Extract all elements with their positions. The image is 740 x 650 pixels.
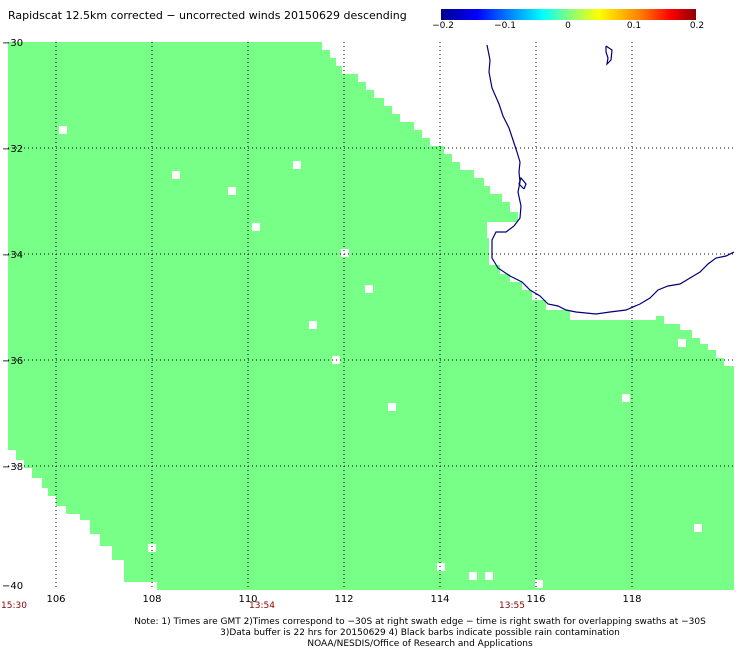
colorbar-tick: −0.1: [494, 21, 516, 31]
colorbar-tick: 0.2: [689, 21, 705, 31]
lon-label: 106: [46, 594, 65, 605]
graticule: [8, 42, 734, 590]
chart-title: Rapidscat 12.5km corrected − uncorrected…: [8, 9, 407, 22]
coastline: [486, 44, 735, 315]
lat-label: −30: [2, 38, 23, 49]
note-line: Note: 1) Times are GMT 2)Times correspon…: [134, 617, 706, 627]
lon-label: 108: [142, 594, 161, 605]
lat-label: −38: [2, 462, 23, 473]
colorbar-tick: 0: [565, 21, 571, 31]
lat-label: −36: [2, 356, 23, 367]
colorbar-tick: 0.1: [626, 21, 642, 31]
lat-label: −34: [2, 250, 23, 261]
lon-label: 118: [622, 594, 641, 605]
swath-time: 13:55: [499, 601, 525, 611]
lat-label: −32: [2, 144, 23, 155]
swath-time: 15:30: [1, 601, 27, 611]
swath-time: 13:54: [249, 601, 275, 611]
wind-swath: [8, 42, 734, 590]
lon-label: 110: [238, 594, 257, 605]
lat-label: −40: [2, 581, 23, 592]
lon-label: 112: [334, 594, 353, 605]
lon-label: 116: [526, 594, 545, 605]
colorbar-tick: −0.2: [432, 21, 454, 31]
note-line: NOAA/NESDIS/Office of Research and Appli…: [307, 639, 533, 649]
colorbar: [441, 9, 696, 20]
note-line: 3)Data buffer is 22 hrs for 20150629 4) …: [220, 628, 620, 638]
lon-label: 114: [430, 594, 449, 605]
